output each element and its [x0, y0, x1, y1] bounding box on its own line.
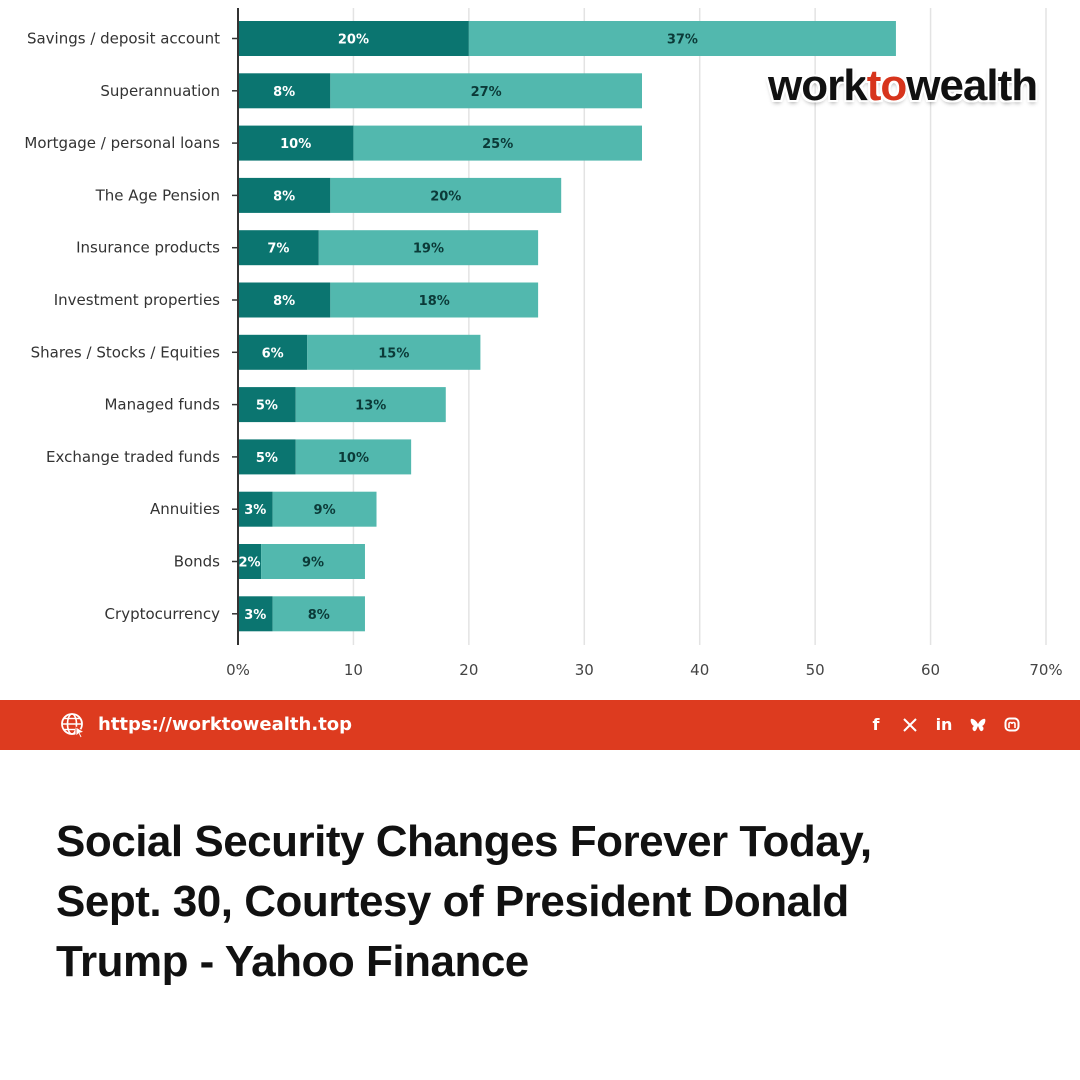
x-tick-label-10: 10	[344, 661, 363, 679]
category-label-exchange-traded-funds: Exchange traded funds	[46, 448, 220, 466]
stacked-bar-chart: 0% 10 20 30 40 50 60 70% Savings / deposit accou…	[24, 8, 1063, 679]
bar-dark-bonds	[238, 544, 262, 579]
bar-label-dark-superannuation: 8%	[273, 85, 295, 100]
bar-label-light-savings-deposit-account: 37%	[667, 33, 698, 48]
category-label-shares-stocks-equities: Shares / Stocks / Equities	[31, 343, 221, 361]
globe-icon	[61, 713, 86, 738]
bar-dark-insurance-products	[238, 230, 319, 266]
footer-bar: https://worktowealth.top f in	[0, 700, 1080, 750]
bluesky-icon[interactable]	[968, 717, 988, 733]
bar-light-savings-deposit-account	[468, 21, 896, 56]
bar-light-shares-stocks-equities	[307, 334, 481, 370]
bar-dark-exchange-traded-funds	[238, 439, 296, 475]
bar-label-light-shares-stocks-equities: 15%	[378, 346, 409, 361]
x-tick-label-60: 60	[921, 661, 940, 679]
bar-label-dark-investment-properties: 8%	[273, 294, 295, 309]
category-label-insurance-products: Insurance products	[76, 239, 220, 257]
bar-label-light-mortgage-personal-loans: 25%	[482, 137, 513, 152]
bar-light-managed-funds	[295, 387, 446, 423]
bar-dark-shares-stocks-equities	[238, 334, 308, 370]
bar-label-dark-cryptocurrency: 3%	[244, 608, 266, 623]
x-tick-label-50: 50	[806, 661, 825, 679]
bar-dark-savings-deposit-account	[238, 21, 469, 56]
brand-logo-part-work: work	[768, 61, 868, 110]
category-label-superannuation: Superannuation	[100, 82, 220, 100]
bar-label-dark-annuities: 3%	[244, 503, 266, 518]
bar-label-light-investment-properties: 18%	[419, 294, 450, 309]
headline[interactable]: Social Security Changes Forever Today, S…	[56, 817, 872, 986]
bar-light-the-age-pension	[330, 177, 562, 213]
bar-dark-annuities	[238, 491, 273, 527]
bar-label-light-insurance-products: 19%	[413, 242, 444, 257]
bar-light-bonds	[261, 544, 365, 579]
bar-light-insurance-products	[318, 230, 539, 266]
x-tick-label-0: 0%	[226, 661, 250, 679]
bar-label-light-bonds: 9%	[302, 556, 324, 571]
brand-logo-part-to: to	[866, 61, 908, 110]
bar-dark-cryptocurrency	[238, 596, 273, 632]
bar-label-light-the-age-pension: 20%	[430, 189, 461, 204]
bar-label-light-exchange-traded-funds: 10%	[338, 451, 369, 466]
chart-area: 0% 10 20 30 40 50 60 70% Savings / deposit accou…	[24, 8, 1063, 679]
bar-dark-superannuation	[238, 73, 331, 109]
bar-light-cryptocurrency	[272, 596, 365, 632]
category-label-investment-properties: Investment properties	[54, 291, 220, 309]
x-icon[interactable]	[900, 717, 920, 733]
bar-label-light-superannuation: 27%	[471, 85, 502, 100]
bar-label-dark-mortgage-personal-loans: 10%	[280, 137, 311, 152]
category-label-bonds: Bonds	[174, 553, 220, 571]
bar-label-dark-bonds: 2%	[239, 556, 261, 571]
bar-label-dark-shares-stocks-equities: 6%	[262, 346, 284, 361]
brand-logo: worktowealth	[768, 60, 1038, 112]
bar-dark-mortgage-personal-loans	[238, 125, 354, 161]
bar-label-dark-exchange-traded-funds: 5%	[256, 451, 278, 466]
bar-label-light-managed-funds: 13%	[355, 399, 386, 414]
category-label-managed-funds: Managed funds	[104, 396, 220, 414]
linkedin-icon[interactable]: in	[935, 715, 953, 734]
category-label-savings-deposit-account: Savings / deposit account	[27, 30, 220, 48]
category-label-the-age-pension: The Age Pension	[95, 186, 220, 204]
bar-light-investment-properties	[330, 282, 539, 318]
mastodon-icon[interactable]	[1002, 717, 1022, 733]
x-tick-label-30: 30	[575, 661, 594, 679]
bar-light-exchange-traded-funds	[295, 439, 412, 475]
category-label-annuities: Annuities	[150, 500, 220, 518]
bar-label-dark-the-age-pension: 8%	[273, 189, 295, 204]
bar-label-light-annuities: 9%	[314, 503, 336, 518]
bar-label-light-cryptocurrency: 8%	[308, 608, 330, 623]
x-tick-label-20: 20	[459, 661, 478, 679]
facebook-icon[interactable]: f	[872, 715, 880, 734]
bar-label-dark-insurance-products: 7%	[267, 242, 289, 257]
bar-dark-managed-funds	[238, 387, 296, 423]
bar-light-superannuation	[330, 73, 642, 109]
category-label-mortgage-personal-loans: Mortgage / personal loans	[24, 134, 220, 152]
social-links: f in	[866, 713, 1022, 737]
bar-dark-investment-properties	[238, 282, 331, 318]
bar-dark-the-age-pension	[238, 177, 331, 213]
x-tick-label-40: 40	[690, 661, 709, 679]
site-url-link[interactable]: https://worktowealth.top	[98, 714, 353, 735]
category-label-cryptocurrency: Cryptocurrency	[105, 605, 221, 623]
bar-light-annuities	[272, 491, 377, 527]
bar-label-dark-savings-deposit-account: 20%	[338, 33, 369, 48]
brand-logo-part-wealth: wealth	[906, 61, 1038, 110]
bar-light-mortgage-personal-loans	[353, 125, 642, 161]
x-tick-label-70: 70%	[1029, 661, 1062, 679]
bar-label-dark-managed-funds: 5%	[256, 399, 278, 414]
